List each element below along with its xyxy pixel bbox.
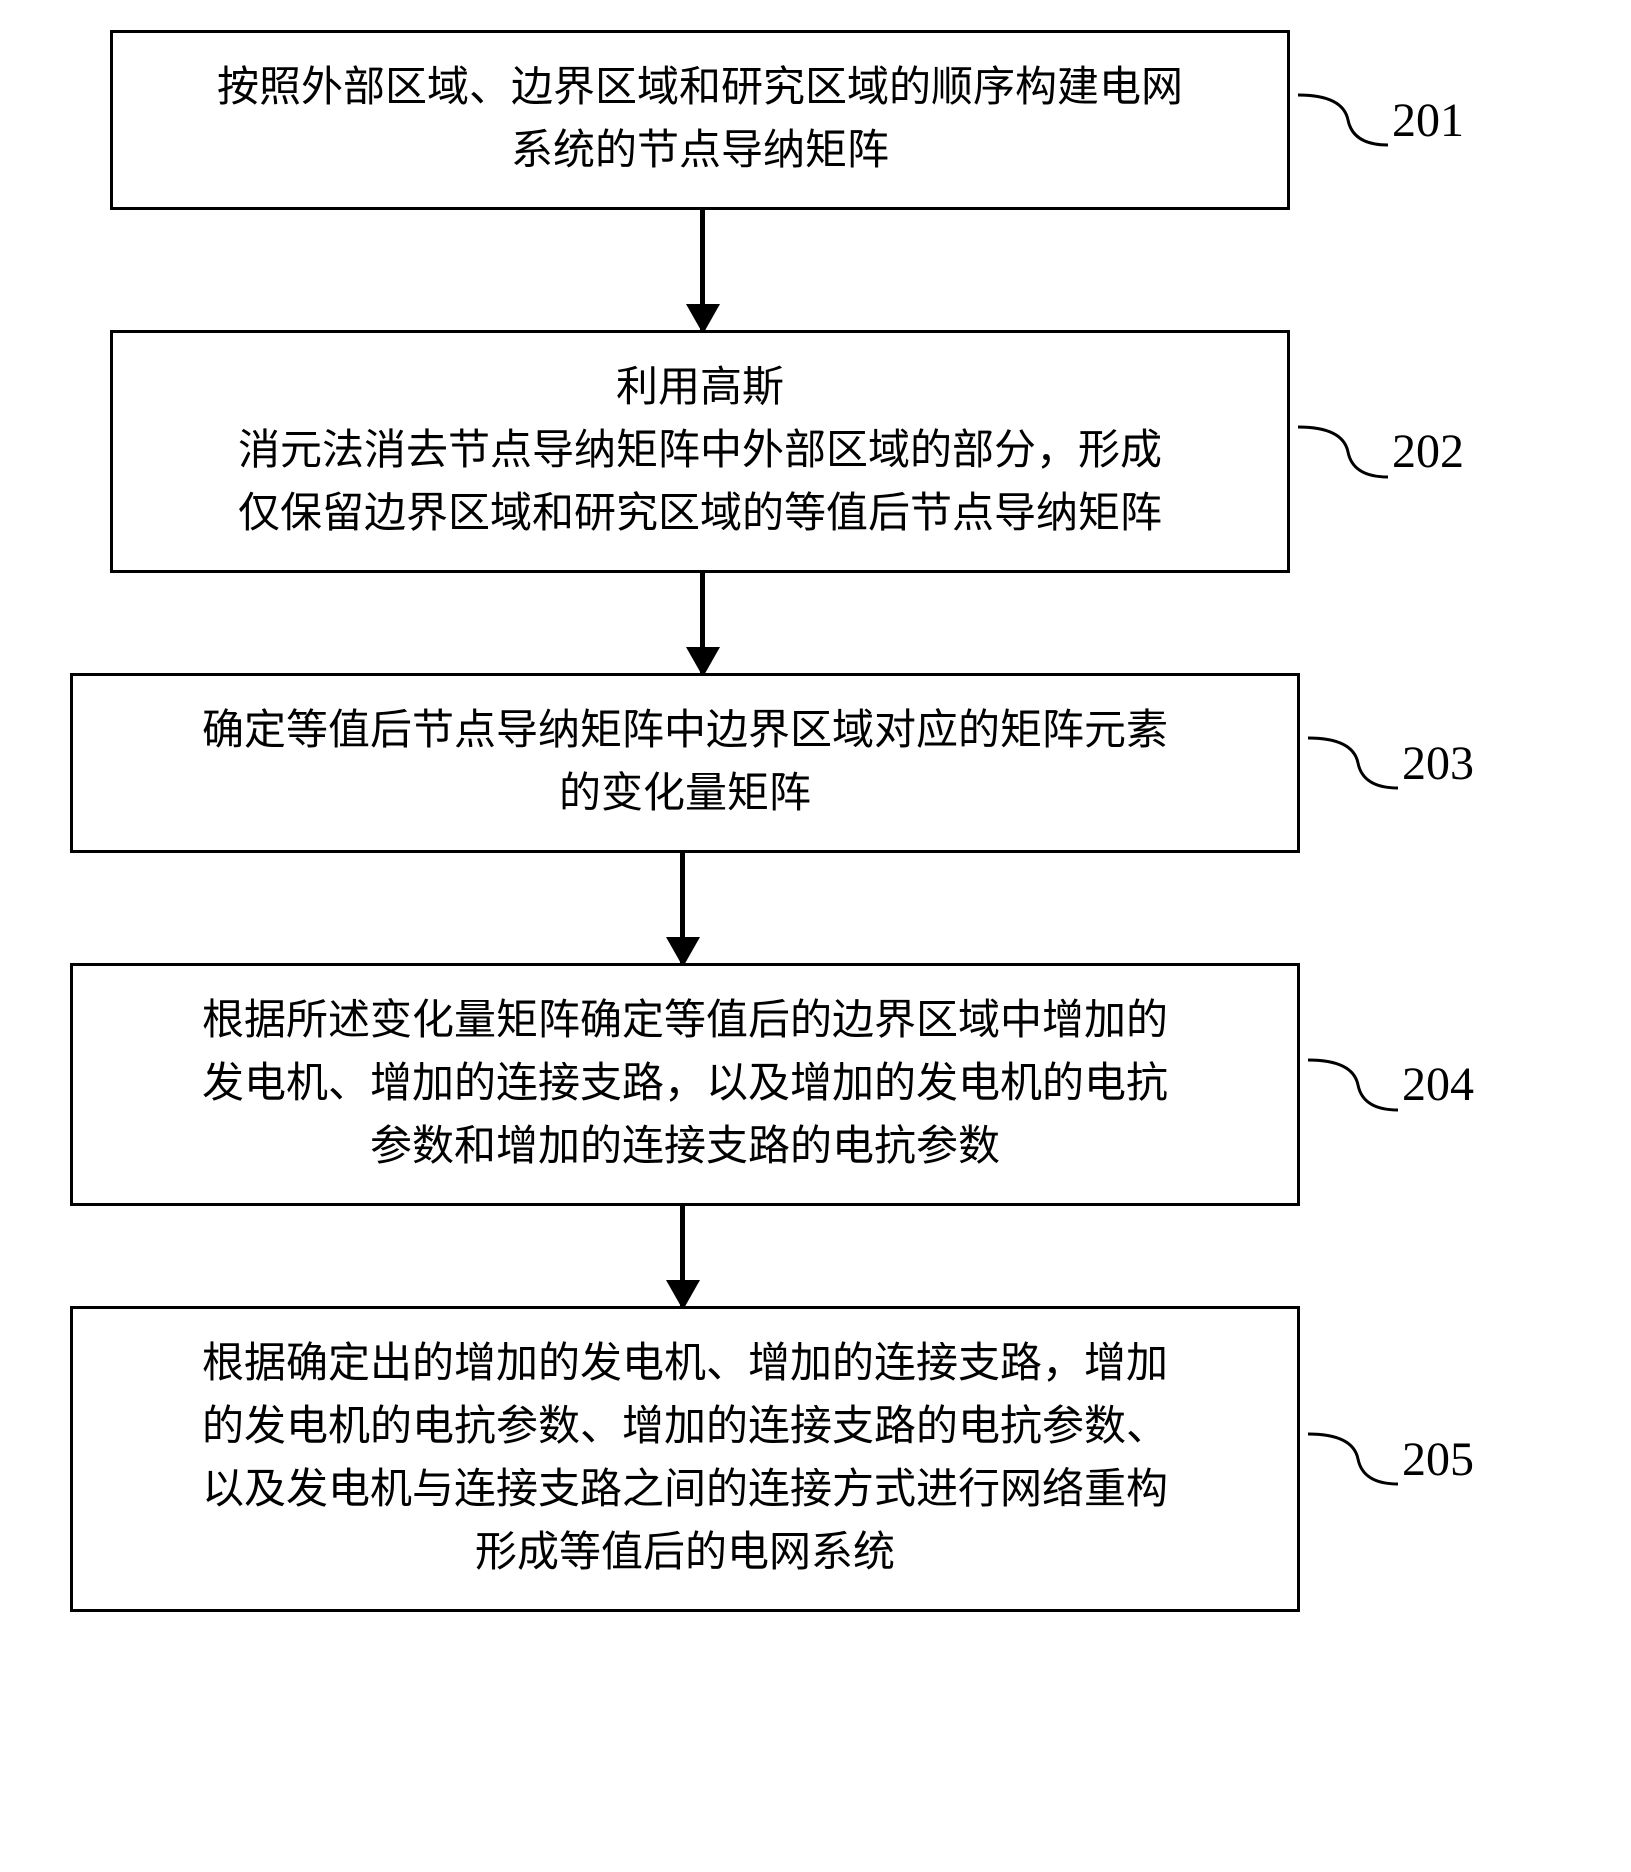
flowchart-node-202: 利用高斯 消元法消去节点导纳矩阵中外部区域的部分，形成 仅保留边界区域和研究区域… bbox=[110, 330, 1290, 573]
label-connector-curve bbox=[1298, 397, 1388, 507]
flowchart-node-201: 按照外部区域、边界区域和研究区域的顺序构建电网 系统的节点导纳矩阵 bbox=[110, 30, 1290, 210]
label-connector-curve bbox=[1308, 1030, 1398, 1140]
flowchart-node-row: 根据所述变化量矩阵确定等值后的边界区域中增加的 发电机、增加的连接支路，以及增加… bbox=[40, 963, 1591, 1206]
node-label-number: 201 bbox=[1392, 93, 1464, 148]
node-text: 利用高斯 消元法消去节点导纳矩阵中外部区域的部分，形成 仅保留边界区域和研究区域… bbox=[238, 357, 1162, 546]
flowchart-node-row: 利用高斯 消元法消去节点导纳矩阵中外部区域的部分，形成 仅保留边界区域和研究区域… bbox=[40, 330, 1591, 573]
node-label-number: 205 bbox=[1402, 1432, 1474, 1487]
node-label-number: 203 bbox=[1402, 736, 1474, 791]
node-text: 根据确定出的增加的发电机、增加的连接支路，增加 的发电机的电抗参数、增加的连接支… bbox=[202, 1333, 1168, 1585]
label-wrapper: 201 bbox=[1298, 65, 1464, 175]
label-wrapper: 204 bbox=[1308, 1030, 1474, 1140]
flowchart-arrow bbox=[40, 1206, 1591, 1306]
node-text: 按照外部区域、边界区域和研究区域的顺序构建电网 系统的节点导纳矩阵 bbox=[217, 57, 1183, 183]
flowchart-node-row: 确定等值后节点导纳矩阵中边界区域对应的矩阵元素 的变化量矩阵 203 bbox=[40, 673, 1591, 853]
node-text: 确定等值后节点导纳矩阵中边界区域对应的矩阵元素 的变化量矩阵 bbox=[202, 700, 1168, 826]
flowchart-node-203: 确定等值后节点导纳矩阵中边界区域对应的矩阵元素 的变化量矩阵 bbox=[70, 673, 1300, 853]
label-connector-curve bbox=[1308, 1404, 1398, 1514]
arrow-down-icon bbox=[680, 853, 685, 963]
node-label-number: 204 bbox=[1402, 1057, 1474, 1112]
label-wrapper: 202 bbox=[1298, 397, 1464, 507]
flowchart-node-row: 根据确定出的增加的发电机、增加的连接支路，增加 的发电机的电抗参数、增加的连接支… bbox=[40, 1306, 1591, 1612]
arrow-down-icon bbox=[700, 573, 705, 673]
node-label-number: 202 bbox=[1392, 424, 1464, 479]
label-connector-curve bbox=[1298, 65, 1388, 175]
arrow-down-icon bbox=[680, 1206, 685, 1306]
flowchart-arrow bbox=[40, 573, 1591, 673]
label-connector-curve bbox=[1308, 708, 1398, 818]
flowchart-arrow bbox=[40, 210, 1591, 330]
flowchart-node-204: 根据所述变化量矩阵确定等值后的边界区域中增加的 发电机、增加的连接支路，以及增加… bbox=[70, 963, 1300, 1206]
flowchart-arrow bbox=[40, 853, 1591, 963]
flowchart-container: 按照外部区域、边界区域和研究区域的顺序构建电网 系统的节点导纳矩阵 201 利用高斯… bbox=[40, 30, 1591, 1612]
label-wrapper: 203 bbox=[1308, 708, 1474, 818]
flowchart-node-205: 根据确定出的增加的发电机、增加的连接支路，增加 的发电机的电抗参数、增加的连接支… bbox=[70, 1306, 1300, 1612]
node-text: 根据所述变化量矩阵确定等值后的边界区域中增加的 发电机、增加的连接支路，以及增加… bbox=[202, 990, 1168, 1179]
arrow-down-icon bbox=[700, 210, 705, 330]
flowchart-node-row: 按照外部区域、边界区域和研究区域的顺序构建电网 系统的节点导纳矩阵 201 bbox=[40, 30, 1591, 210]
label-wrapper: 205 bbox=[1308, 1404, 1474, 1514]
